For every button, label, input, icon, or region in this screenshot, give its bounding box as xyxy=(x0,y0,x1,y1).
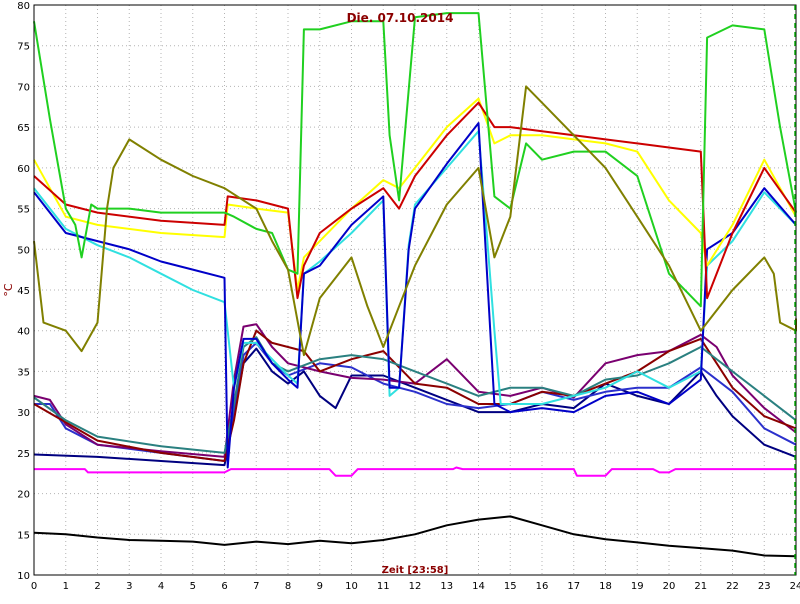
y-tick-label: 45 xyxy=(17,286,30,297)
series-line xyxy=(33,101,797,300)
x-tick-label: 23 xyxy=(758,581,771,592)
y-tick-label: 30 xyxy=(17,408,30,419)
y-tick-label: 40 xyxy=(17,327,30,338)
x-tick-label: 3 xyxy=(126,581,132,592)
x-tick-label: 14 xyxy=(472,581,485,592)
series-line xyxy=(33,97,797,291)
y-tick-label: 65 xyxy=(17,123,30,134)
series-line xyxy=(33,12,797,308)
y-tick-label: 80 xyxy=(17,1,30,12)
x-tick-label: 6 xyxy=(221,581,227,592)
x-tick-label: 8 xyxy=(285,581,291,592)
series-line xyxy=(33,329,797,462)
x-tick-label: 4 xyxy=(158,581,164,592)
x-tick-label: 2 xyxy=(94,581,100,592)
x-tick-label: 21 xyxy=(694,581,707,592)
tick-labels: 0 1 2 3 4 5 6 7 8 9 10 11 12 13 14 15 16 17 18 19 20 21 22 23 24… xyxy=(17,1,800,592)
series-line xyxy=(34,466,796,477)
series-line xyxy=(33,336,797,454)
x-tick-label: 22 xyxy=(726,581,739,592)
x-tick-label: 12 xyxy=(409,581,422,592)
chart-title: Die. 07.10.2014 xyxy=(347,11,454,25)
series-lines xyxy=(33,12,797,558)
x-tick-label: 19 xyxy=(631,581,644,592)
y-tick-label: 35 xyxy=(17,367,30,378)
y-tick-label: 20 xyxy=(17,490,30,501)
x-tick-label: 20 xyxy=(663,581,676,592)
x-tick-label: 15 xyxy=(504,581,517,592)
x-tick-label: 9 xyxy=(317,581,323,592)
y-tick-label: 55 xyxy=(17,205,30,216)
x-tick-label: 5 xyxy=(190,581,196,592)
axes xyxy=(33,4,797,576)
series-line xyxy=(33,515,797,558)
x-tick-label: 13 xyxy=(440,581,453,592)
x-tick-label: 10 xyxy=(345,581,358,592)
series-line xyxy=(33,122,797,469)
y-tick-label: 10 xyxy=(17,571,30,582)
x-tick-label: 16 xyxy=(536,581,549,592)
series-line xyxy=(33,85,797,357)
plot-frame xyxy=(33,4,797,576)
x-tick-label: 1 xyxy=(63,581,69,592)
x-tick-label: 7 xyxy=(253,581,259,592)
y-tick-label: 70 xyxy=(17,82,30,93)
y-tick-label: 75 xyxy=(17,42,30,53)
y-axis-label: °C xyxy=(2,283,15,297)
x-tick-label: 0 xyxy=(31,581,37,592)
x-tick-label: 18 xyxy=(599,581,612,592)
x-tick-label: 17 xyxy=(567,581,580,592)
x-tick-label: 24 xyxy=(790,581,800,592)
x-tick-label: 11 xyxy=(377,581,390,592)
y-tick-label: 25 xyxy=(17,449,30,460)
x-axis-label: Zeit [23:58] xyxy=(382,565,449,576)
y-tick-label: 60 xyxy=(17,164,30,175)
y-tick-label: 15 xyxy=(17,530,30,541)
y-tick-label: 50 xyxy=(17,245,30,256)
